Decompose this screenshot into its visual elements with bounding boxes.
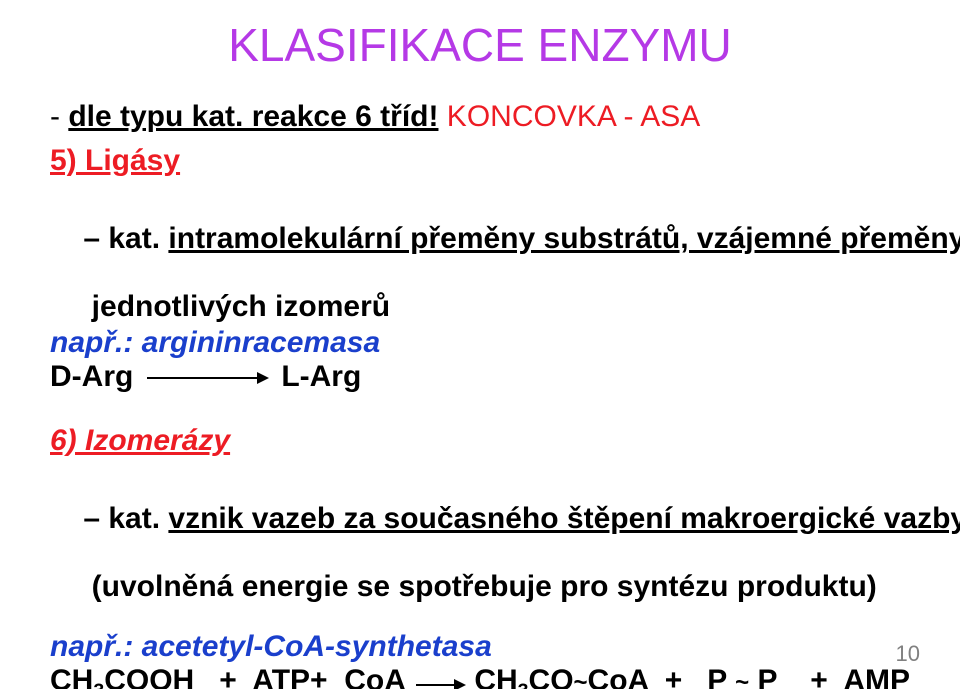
arrow-icon: [147, 377, 267, 379]
formula-rhs: CH3CO~CoA + P ~ P + AMP: [474, 664, 910, 689]
section-6-text: 6) Izomerázy: [50, 424, 230, 457]
kat1-underlined: intramolekulární přeměny substrátů, vzáj…: [168, 222, 960, 255]
d-arg: D-Arg: [50, 360, 133, 394]
kat2-prefix: – kat.: [83, 502, 168, 535]
kat1-prefix: – kat.: [83, 222, 168, 255]
section-6-desc-line2: (uvolněná energie se spotřebuje pro synt…: [50, 570, 910, 604]
kat2-underlined: vznik vazeb za současného štěpení makroe…: [168, 502, 960, 535]
l-arg: L-Arg: [281, 360, 361, 394]
arrow-icon: [416, 684, 464, 686]
page-number: 10: [896, 641, 920, 667]
section-5-text: 5) Ligásy: [50, 144, 180, 177]
reaction-2: CH3COOH + ATP+ CoA CH3CO~CoA + P ~ P + A…: [50, 664, 910, 689]
example-2: např.: acetetyl-CoA-synthetasa: [50, 630, 910, 664]
classification-bold: dle typu kat. reakce 6 tříd!: [68, 100, 438, 133]
koncovka-text: KONCOVKA - ASA: [438, 100, 700, 133]
dash: -: [50, 100, 68, 133]
section-6-heading: 6) Izomerázy: [50, 424, 910, 458]
classification-line: - dle typu kat. reakce 6 tříd! KONCOVKA …: [50, 100, 910, 134]
section-6-desc-line1: – kat. vznik vazeb za současného štěpení…: [50, 468, 910, 570]
section-5-desc-line1: – kat. intramolekulární přeměny substrát…: [50, 188, 910, 290]
slide-title: KLASIFIKACE ENZYMU: [50, 18, 910, 72]
slide: KLASIFIKACE ENZYMU - dle typu kat. reakc…: [0, 0, 960, 689]
formula-lhs: CH3COOH + ATP+ CoA: [50, 664, 406, 689]
reaction-1: D-Arg L-Arg: [50, 360, 910, 394]
example-1: např.: argininracemasa: [50, 326, 910, 360]
section-5-desc-line2: jednotlivých izomerů: [50, 290, 910, 324]
section-5-heading: 5) Ligásy: [50, 144, 910, 178]
